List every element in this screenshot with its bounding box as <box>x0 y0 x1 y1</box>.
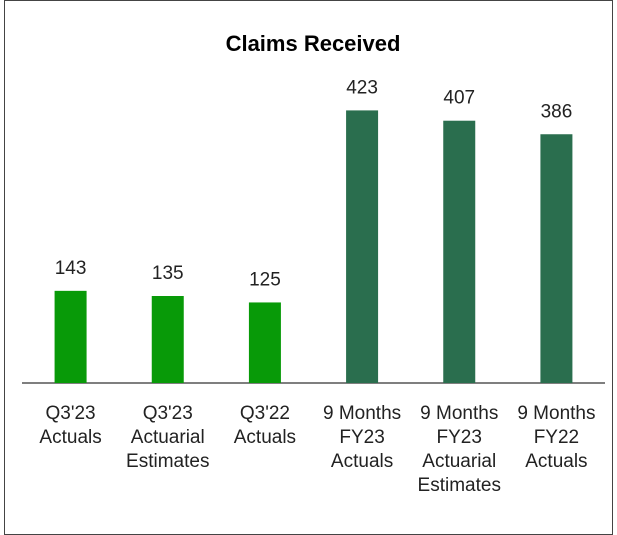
frame <box>4 0 613 535</box>
x-tick-label: 9 Months <box>420 403 498 424</box>
x-tick-label: FY23 <box>437 427 482 448</box>
x-tick-label: Q3'23 <box>143 403 193 424</box>
x-tick-label: Actuals <box>234 427 296 448</box>
x-tick-label: FY23 <box>339 427 384 448</box>
x-tick-label: 9 Months <box>517 403 595 424</box>
bar <box>248 302 281 383</box>
x-tick-label: 9 Months <box>323 403 401 424</box>
x-tick-label: Estimates <box>418 475 501 496</box>
value-label: 143 <box>55 258 87 279</box>
x-tick-label: Actuarial <box>422 451 496 472</box>
bar <box>443 120 476 383</box>
x-tick-label: Actuarial <box>131 427 205 448</box>
x-tick-label: Actuals <box>525 451 587 472</box>
chart-title: Claims Received <box>226 31 401 56</box>
value-label: 386 <box>541 101 573 122</box>
value-label: 135 <box>152 263 184 284</box>
x-tick-label: Estimates <box>126 451 209 472</box>
bar <box>540 134 573 383</box>
value-label: 423 <box>346 77 378 98</box>
bar <box>54 290 87 383</box>
bar <box>151 296 184 383</box>
bar <box>346 110 379 384</box>
value-label: 407 <box>443 88 475 109</box>
x-tick-label: Q3'22 <box>240 403 290 424</box>
value-label: 125 <box>249 269 281 290</box>
x-tick-label: Actuals <box>39 427 101 448</box>
x-tick-label: Q3'23 <box>46 403 96 424</box>
x-tick-label: FY22 <box>534 427 579 448</box>
x-tick-label: Actuals <box>331 451 393 472</box>
